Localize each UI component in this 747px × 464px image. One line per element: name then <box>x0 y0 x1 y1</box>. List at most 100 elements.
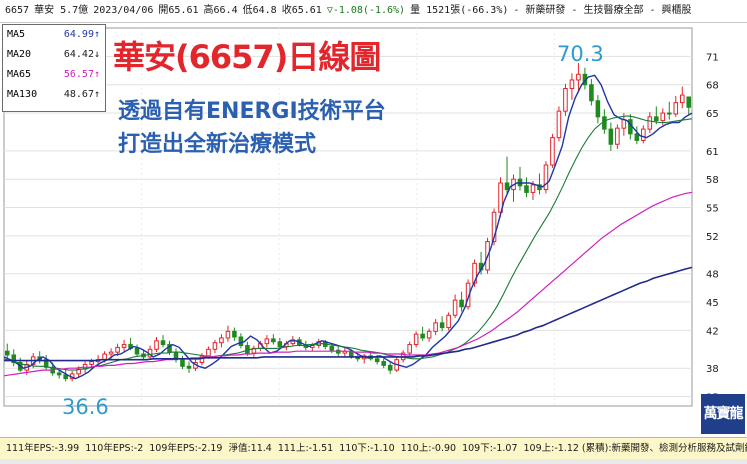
candle-body <box>186 365 192 369</box>
y-tick-label: 58 <box>706 175 719 186</box>
header-item: 收65.61 <box>281 5 322 16</box>
quote-header: 6657 華安 5.7億 2023/04/06 開65.61 高66.4 低64.8 收65… <box>0 0 747 23</box>
eps-item: 109年EPS:-2.19 <box>149 443 223 454</box>
ma-legend-value: 64.99↑ <box>63 29 100 40</box>
y-tick-label: 45 <box>706 298 719 309</box>
header-item: ▽-1.08(-1.6%) <box>326 5 406 16</box>
candle-body <box>407 344 412 354</box>
candle-body <box>154 340 159 350</box>
header-item: 2023/04/06 <box>93 5 154 16</box>
ma-line-ma65 <box>3 191 693 377</box>
candle-body <box>504 182 510 191</box>
candle-body <box>537 184 542 191</box>
eps-item: 110年EPS:-2 <box>85 443 144 454</box>
y-tick-label: 48 <box>706 270 719 281</box>
y-tick-label: 65 <box>706 109 719 120</box>
ma-legend-value: 64.42↓ <box>63 49 100 60</box>
candle-body <box>524 185 529 193</box>
eps-item: 110上:-0.90 <box>400 443 457 454</box>
candle-body <box>563 87 568 112</box>
candle-body <box>89 361 94 365</box>
candle-body <box>433 322 438 332</box>
candle-body <box>160 340 166 346</box>
ma-legend-row: MA20 64.42↓ <box>3 45 105 65</box>
candle-body <box>225 330 231 339</box>
y-tick-label: 52 <box>706 232 719 243</box>
candle-body <box>413 333 419 346</box>
candle-body <box>589 84 594 102</box>
ma-legend-row: MA65 56.57↑ <box>3 65 105 85</box>
ma-legend-label: MA130 <box>7 89 38 100</box>
candle-body <box>271 338 276 343</box>
candle-body <box>102 353 107 361</box>
ma-legend-value: 48.67↑ <box>63 89 100 100</box>
eps-item: 109上:-1.12 (累積):新藥開發、檢測分析服務及試劑銷售 <box>523 443 747 454</box>
candle-body <box>679 94 685 104</box>
candle-body <box>550 137 555 166</box>
eps-item: 111年EPS:-3.99 <box>6 443 80 454</box>
candle-body <box>595 100 601 118</box>
y-tick-label: 71 <box>706 52 719 63</box>
candle-body <box>608 128 614 145</box>
candle-body <box>660 112 666 122</box>
candle-body <box>647 116 653 130</box>
subtitle-line-1: 透過自有ENERGI技術平台 <box>118 99 386 124</box>
candle-body <box>420 333 425 339</box>
candle-body <box>56 372 62 376</box>
candle-body <box>121 344 127 348</box>
candle-body <box>232 330 237 338</box>
header-item: 量 1521張(-66.3%) <box>410 5 509 16</box>
candle-body <box>264 338 270 345</box>
candle-body <box>439 322 445 329</box>
y-tick-label: 55 <box>706 204 719 215</box>
annotation-low: 36.6 <box>62 395 109 419</box>
header-item: 6657 <box>5 5 30 16</box>
y-tick-label: 42 <box>706 326 719 337</box>
candle-body <box>134 347 140 355</box>
candle-body <box>63 374 68 380</box>
candle-body <box>219 337 224 344</box>
plot-frame <box>3 27 693 407</box>
header-item: - 新藥研發 - 生技醫療全部 - 興櫃股 <box>513 5 692 16</box>
candle-body <box>374 358 380 363</box>
candle-body <box>459 299 464 308</box>
candle-body <box>4 350 10 356</box>
logo-badge: 萬寶龍 <box>701 394 745 434</box>
candle-body <box>556 110 562 139</box>
candle-body <box>621 119 627 129</box>
candle-body <box>180 359 185 367</box>
header-item: 華安 5.7億 <box>34 5 89 16</box>
candle-body <box>641 128 646 141</box>
candle-body <box>530 184 536 193</box>
candle-body <box>666 112 672 115</box>
eps-footer: 111年EPS:-3.99 110年EPS:-2 109年EPS:-2.19 淨值:1… <box>0 437 747 460</box>
candle-body <box>452 299 458 316</box>
candle-body <box>277 341 283 347</box>
ma-line-ma130 <box>4 266 693 362</box>
chart-title: 華安(6657)日線圖 <box>113 38 381 76</box>
candle-body <box>206 348 211 357</box>
candle-body <box>576 73 581 81</box>
candle-body <box>108 351 114 355</box>
eps-item: 111上:-1.51 <box>277 443 334 454</box>
candle-body <box>387 364 393 371</box>
ma-legend-value: 56.57↑ <box>63 69 100 80</box>
y-tick-label: 38 <box>706 364 719 375</box>
candle-body <box>381 361 386 366</box>
candle-body <box>615 127 620 145</box>
ma-legend-row: MA130 48.67↑ <box>3 85 105 105</box>
bottom-strip <box>0 459 747 464</box>
candle-body <box>686 96 692 108</box>
candle-body <box>11 354 17 364</box>
candle-body <box>245 345 250 354</box>
price-chart: 353842454852555861656871 <box>3 27 719 407</box>
candle-body <box>115 346 120 353</box>
subtitle-line-2: 打造出全新治療模式 <box>118 132 317 157</box>
y-tick-label: 68 <box>706 81 719 92</box>
candle-body <box>290 339 296 345</box>
eps-item: 110下:-1.10 <box>339 443 395 454</box>
candle-body <box>654 116 659 122</box>
candle-body <box>569 79 575 89</box>
candle-body <box>329 345 335 351</box>
